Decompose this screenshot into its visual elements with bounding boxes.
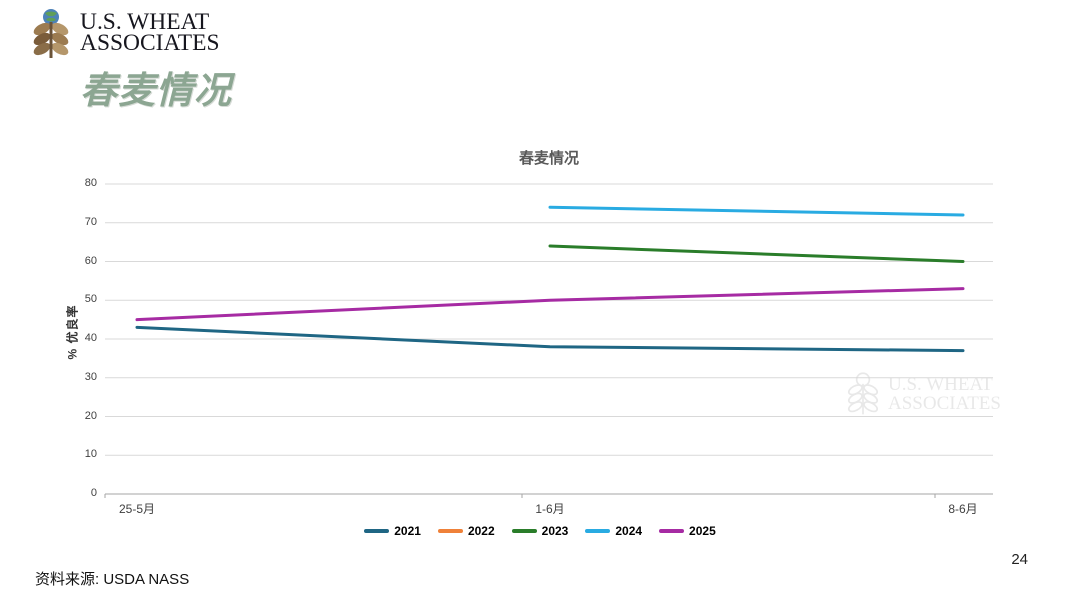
page-title: 春麦情况 xyxy=(80,70,232,111)
x-tick-label-1: 25-5月 xyxy=(118,502,156,516)
series-line-2024 xyxy=(548,205,965,217)
page-number: 24 xyxy=(1011,551,1028,568)
watermark-line2: ASSOCIATES xyxy=(888,393,1001,414)
y-tick-label-50: 50 xyxy=(84,293,97,306)
y-tick-label-40: 40 xyxy=(84,332,97,344)
y-tick-label-30: 30 xyxy=(84,370,97,383)
legend-item-2024[interactable]: 2024 xyxy=(585,524,642,538)
y-tick-label-0: 0 xyxy=(90,487,97,499)
y-tick-label-80: 80 xyxy=(84,177,97,189)
watermark-text: U.S. WHEAT ASSOCIATES xyxy=(888,375,1001,413)
x-tick-label-3: 8-6月 xyxy=(948,502,978,516)
legend-item-2025[interactable]: 2025 xyxy=(659,524,716,538)
wheat-logo-icon xyxy=(33,9,69,58)
legend-item-2021[interactable]: 2021 xyxy=(364,524,421,538)
usw-logo: U.S. WHEAT ASSOCIATES xyxy=(28,8,220,60)
series-line-2023 xyxy=(548,244,965,263)
legend-swatch-2022 xyxy=(437,529,463,533)
watermark-line1: U.S. WHEAT xyxy=(888,374,993,395)
y-tick-label-20: 20 xyxy=(84,409,97,422)
logo-line1: U.S. WHEAT xyxy=(80,9,210,34)
legend-swatch-2023 xyxy=(511,529,537,533)
legend-label-2023: 2023 xyxy=(541,524,569,538)
legend-swatch-2021 xyxy=(364,529,390,533)
chart-title: 春麦情况 xyxy=(518,150,579,167)
legend-item-2022[interactable]: 2022 xyxy=(437,524,495,538)
legend-label-2025: 2025 xyxy=(689,524,716,538)
legend-label-2021: 2021 xyxy=(394,524,421,538)
legend-item-2023[interactable]: 2023 xyxy=(511,524,569,538)
series-line-2021 xyxy=(135,325,965,353)
x-tick-label-2: 1-6月 xyxy=(535,502,565,516)
usw-watermark: U.S. WHEAT ASSOCIATES xyxy=(843,372,1001,416)
legend-swatch-2024 xyxy=(585,529,611,533)
y-tick-label-10: 10 xyxy=(84,448,97,461)
legend-swatch-2025 xyxy=(659,529,685,533)
logo-line2: ASSOCIATES xyxy=(80,30,220,55)
source-note: 资料来源: USDA NASS xyxy=(35,571,190,588)
logo-text: U.S. WHEAT ASSOCIATES xyxy=(80,8,220,55)
chart-legend: 2021 2022 2023 2024 2025 xyxy=(0,524,1080,538)
wheat-watermark-icon xyxy=(847,372,879,415)
legend-label-2022: 2022 xyxy=(467,524,495,538)
series-line-2025 xyxy=(135,287,965,322)
y-tick-label-70: 70 xyxy=(84,215,97,228)
y-tick-label-60: 60 xyxy=(84,254,97,267)
legend-label-2024: 2024 xyxy=(615,524,643,538)
